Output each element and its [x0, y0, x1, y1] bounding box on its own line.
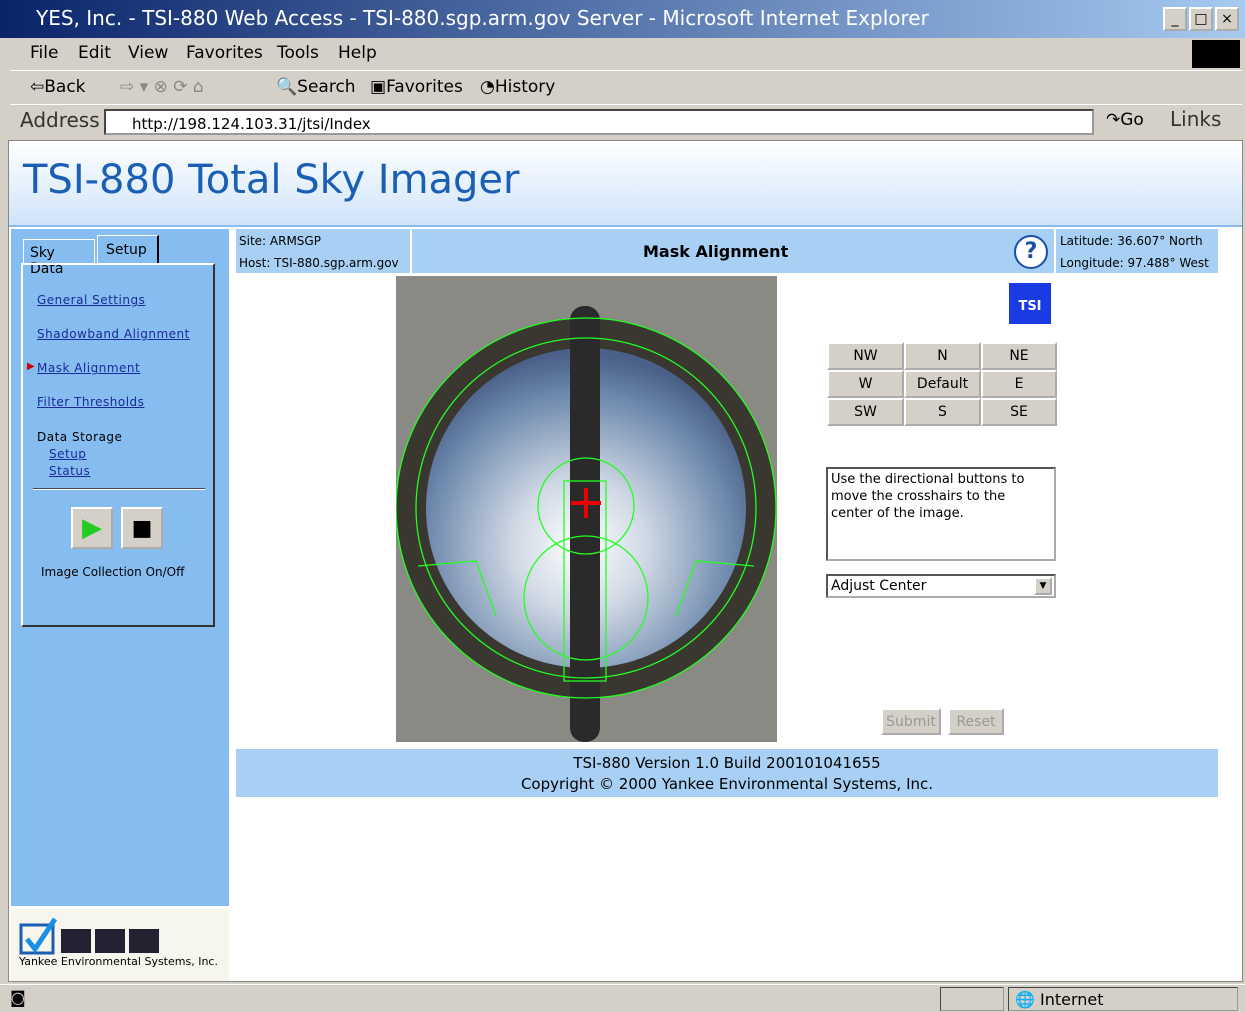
dir-button[interactable]: SW [827, 398, 904, 426]
nav-box: General Settings Shadowband Alignment ▶ … [21, 263, 215, 627]
separator [33, 488, 205, 490]
title-bar: YES, Inc. - TSI-880 Web Access - TSI-880… [0, 0, 1245, 38]
go-label: Go [1120, 110, 1144, 130]
nav-link[interactable]: Filter Thresholds [37, 395, 145, 409]
window-title: YES, Inc. - TSI-880 Web Access - TSI-880… [36, 6, 929, 30]
menu-item[interactable]: Edit [78, 43, 111, 63]
nav-link[interactable]: Shadowband Alignment [37, 327, 190, 341]
nav-link[interactable]: General Settings [37, 293, 146, 307]
links[interactable]: Links [1170, 107, 1222, 131]
nav-link[interactable]: Setup [49, 447, 87, 461]
url: http://198.124.103.31/jtsi/Index [132, 115, 371, 133]
info-bar: Site: ARMSGP Host: TSI-880.sgp.arm.gov M… [236, 229, 1218, 273]
toolbar: ⇦Back ⇨ ▾ ⊗ ⟳ ⌂ 🔍Search ▣Favorites ◔Hist… [10, 70, 1242, 102]
longitude: Longitude: 97.488° West [1060, 256, 1209, 270]
dir-button[interactable]: SE [981, 398, 1057, 426]
search-button[interactable]: 🔍Search [276, 77, 356, 97]
site-box: Site: ARMSGP Host: TSI-880.sgp.arm.gov [236, 229, 412, 273]
latitude: Latitude: 36.607° North [1060, 234, 1203, 248]
logo-caption: Yankee Environmental Systems, Inc. [19, 955, 218, 968]
menu-bar: File Edit View Favorites Tools Help [10, 40, 1242, 68]
forward-button[interactable]: ⇨ ▾ ⊗ ⟳ ⌂ [120, 77, 204, 97]
mode-select[interactable]: Adjust Center ▼ [826, 574, 1056, 598]
tab[interactable]: Sky Data [23, 239, 95, 277]
close[interactable]: × [1215, 7, 1239, 31]
section-heading: Mask Alignment [643, 242, 789, 261]
dir-button[interactable]: W [827, 370, 904, 398]
logo-area: Yankee Environmental Systems, Inc. [11, 909, 229, 981]
address-field[interactable]: http://198.124.103.31/jtsi/Index [104, 109, 1094, 135]
sidebar: Sky Data Setup General Settings Shadowba… [11, 229, 229, 906]
stop-button[interactable]: ■ [121, 507, 163, 549]
zone-pane: 🌐 Internet [1008, 987, 1238, 1011]
current-marker: ▶ [27, 361, 35, 372]
coords-box: Latitude: 36.607° North Longitude: 97.48… [1054, 229, 1218, 273]
page: TSI-880 Total Sky Imager Sky Data Setup … [8, 140, 1243, 982]
zone-label: Internet [1040, 990, 1104, 1009]
dir-button[interactable]: NE [981, 342, 1057, 370]
address-bar: Address http://198.124.103.31/jtsi/Index… [10, 104, 1242, 138]
back-button[interactable]: ⇦Back [30, 77, 86, 97]
go-button[interactable]: ↷Go [1106, 110, 1144, 130]
minimize[interactable]: _ [1163, 7, 1187, 31]
zone: 🌐 Internet [1015, 990, 1104, 1009]
back-label: Back [44, 77, 86, 97]
yes-logo [19, 917, 159, 955]
tsi-icon: TSI [1009, 283, 1051, 324]
dir-button[interactable]: Default [904, 370, 981, 398]
history-button[interactable]: ◔History [480, 77, 556, 97]
menu-item[interactable]: File [30, 43, 59, 63]
header: TSI-880 Total Sky Imager [9, 141, 1242, 227]
site: Site: ARMSGP [239, 234, 321, 248]
search-label: Search [297, 77, 356, 97]
footer: TSI-880 Version 1.0 Build 200101041655 C… [236, 749, 1218, 797]
reset-button[interactable]: Reset [948, 708, 1004, 735]
menu-item[interactable]: Tools [277, 43, 319, 63]
instructions: Use the directional buttons to move the … [826, 467, 1056, 561]
direction-grid: NW N NE W Default E SW S SE [826, 341, 1057, 426]
dir-button[interactable]: NW [827, 342, 904, 370]
nav-link[interactable]: Mask Alignment [37, 361, 141, 375]
dir-button[interactable]: N [904, 342, 981, 370]
menu-item[interactable]: View [128, 43, 169, 63]
host: Host: TSI-880.sgp.arm.gov [239, 256, 399, 270]
favorites-label: Favorites [386, 77, 463, 97]
dropdown-arrow[interactable]: ▼ [1034, 577, 1052, 595]
status-pane [940, 987, 1004, 1011]
start-button[interactable]: ▶ [71, 507, 113, 549]
tab-active[interactable]: Setup [97, 235, 159, 265]
help-icon[interactable]: ? [1014, 235, 1048, 269]
collection-label: Image Collection On/Off [41, 565, 185, 579]
menu-item[interactable]: Favorites [186, 43, 263, 63]
dir-button[interactable]: S [904, 398, 981, 426]
version: TSI-880 Version 1.0 Build 200101041655 [573, 754, 881, 772]
select-value: Adjust Center [831, 578, 927, 594]
copyright: Copyright © 2000 Yankee Environmental Sy… [520, 775, 934, 793]
dir-button[interactable]: E [981, 370, 1057, 398]
maximize[interactable]: □ [1189, 7, 1213, 31]
nav-link[interactable]: Status [49, 464, 91, 478]
storage-heading: Data Storage [37, 430, 123, 444]
favorites-button[interactable]: ▣Favorites [370, 77, 463, 97]
submit-button[interactable]: Submit [881, 708, 941, 735]
page-title: TSI-880 Total Sky Imager [23, 157, 520, 203]
history-label: History [494, 77, 556, 97]
address-label: Address [20, 108, 100, 132]
windows-logo [1192, 40, 1240, 68]
sky-image [396, 276, 777, 742]
status-bar: ◙ 🌐 Internet [0, 984, 1245, 1012]
menu-item[interactable]: Help [338, 43, 377, 63]
page-icon: ◙ [10, 988, 26, 1007]
